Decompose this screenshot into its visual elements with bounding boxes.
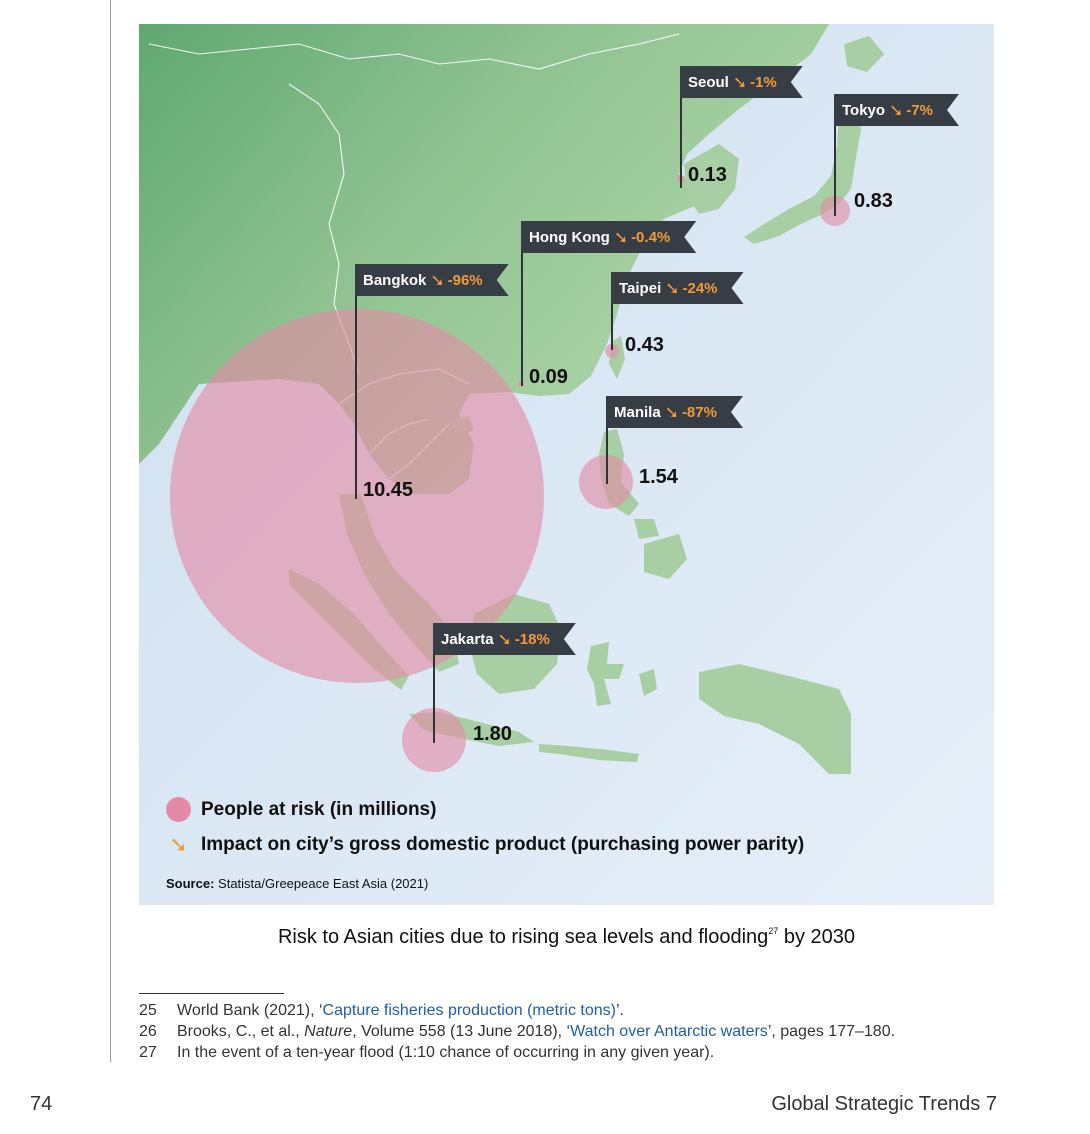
people-at-risk-value: 0.43: [625, 334, 664, 356]
city-label: Hong Kong ➘ -0.4%: [521, 221, 696, 253]
gdp-impact: -0.4%: [631, 228, 671, 246]
city-name: Manila: [614, 403, 661, 421]
journal-name: Nature: [304, 1023, 353, 1040]
gdp-impact: -87%: [681, 403, 717, 421]
arrow-down-right-icon: ➘: [664, 402, 679, 422]
footnote-link[interactable]: Capture fisheries production (metric ton…: [322, 1002, 616, 1019]
source-label: Source:: [166, 876, 215, 891]
footnote-ref-27[interactable]: 27: [768, 926, 779, 936]
footnote-26: 26 Brooks, C., et al., Nature, Volume 55…: [139, 1021, 895, 1042]
city-label: Seoul ➘ -1%: [680, 66, 803, 98]
city-label: Jakarta ➘ -18%: [433, 623, 576, 655]
footnote-number: 25: [139, 1002, 157, 1019]
moluccas: [639, 669, 657, 696]
arrow-down-right-icon: ➘: [430, 270, 445, 290]
new-guinea: [699, 664, 851, 774]
footnote-number: 27: [139, 1044, 157, 1061]
people-at-risk-value: 0.09: [529, 366, 568, 388]
footnote-27: 27 In the event of a ten-year flood (1:1…: [139, 1042, 895, 1063]
city-name: Bangkok: [363, 271, 427, 289]
risk-bubbles: [170, 175, 850, 772]
arrow-down-right-icon: ➘: [497, 629, 512, 649]
footnote-text: Brooks, C., et al.,: [177, 1023, 305, 1040]
margin-rule: [110, 0, 111, 1062]
lesser-sunda-islands: [539, 744, 639, 762]
arrow-down-right-icon: ➘: [665, 278, 680, 298]
city-name: Seoul: [688, 73, 729, 91]
hokkaido: [844, 36, 884, 72]
footnote-text: World Bank (2021), ‘: [177, 1002, 323, 1019]
bubble-bangkok: [170, 309, 544, 683]
people-at-risk-value: 1.54: [639, 466, 678, 488]
gdp-impact: -96%: [447, 271, 483, 289]
mindanao: [644, 534, 687, 579]
footnote-text-end: ’.: [616, 1002, 624, 1019]
footnote-number: 26: [139, 1023, 157, 1040]
flood-risk-map: Seoul ➘ -1% 0.13 Tokyo ➘ -7% 0.83 Hong K…: [139, 24, 994, 905]
footnotes: 25 World Bank (2021), ‘Capture fisheries…: [139, 1000, 895, 1063]
korea-peninsula: [684, 144, 739, 214]
footnote-25: 25 World Bank (2021), ‘Capture fisheries…: [139, 1000, 895, 1021]
people-at-risk-value: 0.13: [688, 164, 727, 186]
city-name: Tokyo: [842, 101, 886, 119]
legend-people-at-risk: People at risk (in millions): [166, 797, 436, 822]
arrow-down-right-icon: ➘: [889, 100, 904, 120]
footnote-link[interactable]: Watch over Antarctic waters: [570, 1023, 768, 1040]
arrow-down-right-icon: ➘: [732, 72, 748, 92]
city-name: Hong Kong: [529, 228, 610, 246]
footnote-text: In the event of a ten-year flood (1:10 c…: [177, 1044, 715, 1061]
figure-caption: Risk to Asian cities due to rising sea l…: [139, 926, 994, 949]
legend-gdp-impact: ➘ Impact on city’s gross domestic produc…: [166, 832, 804, 858]
caption-suffix: by 2030: [778, 926, 856, 948]
source-text: Statista/Greepeace East Asia (2021): [218, 876, 429, 891]
city-label: Bangkok ➘ -96%: [355, 264, 509, 296]
people-at-risk-value: 0.83: [854, 190, 893, 212]
gdp-impact: -7%: [906, 101, 933, 119]
gdp-impact: -24%: [682, 279, 718, 297]
source-note: Source: Statista/Greepeace East Asia (20…: [166, 876, 428, 891]
running-title: Global Strategic Trends 7: [771, 1093, 997, 1115]
city-label: Taipei ➘ -24%: [611, 272, 744, 304]
footnote-rule: [139, 993, 284, 994]
people-at-risk-value: 1.80: [473, 723, 512, 745]
arrow-down-right-icon: ➘: [613, 227, 629, 247]
people-at-risk-value: 10.45: [363, 479, 414, 501]
sulawesi: [587, 642, 624, 706]
city-label: Tokyo ➘ -7%: [834, 94, 959, 126]
legend-label: People at risk (in millions): [201, 798, 437, 820]
gdp-impact: -1%: [750, 73, 777, 91]
visayas: [634, 519, 659, 539]
arrow-down-right-icon: ➘: [169, 832, 188, 857]
page-number: 74: [30, 1093, 53, 1115]
legend-label: Impact on city’s gross domestic product …: [201, 834, 805, 855]
city-name: Taipei: [619, 279, 662, 297]
footnote-text-mid: , Volume 558 (13 June 2018), ‘: [352, 1023, 571, 1040]
city-label: Manila ➘ -87%: [606, 396, 743, 428]
city-name: Jakarta: [441, 630, 494, 648]
caption-text: Risk to Asian cities due to rising sea l…: [277, 926, 769, 948]
risk-bubble-swatch: [166, 797, 191, 822]
bubble-taipei: [605, 344, 619, 358]
gdp-impact: -18%: [514, 630, 550, 648]
footnote-text-end: ’, pages 177–180.: [767, 1023, 896, 1040]
